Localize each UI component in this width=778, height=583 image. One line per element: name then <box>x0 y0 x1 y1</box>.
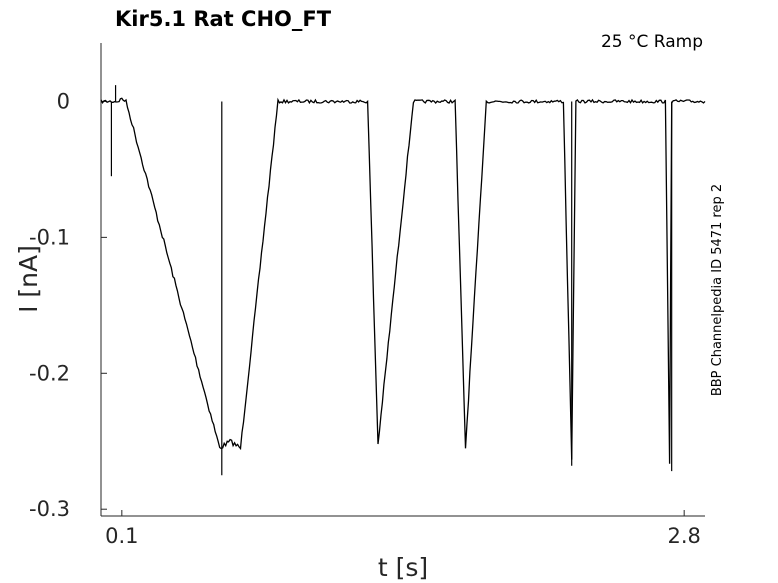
x-tick-label: 2.8 <box>667 524 700 548</box>
chart-title: Kir5.1 Rat CHO_FT <box>115 7 332 31</box>
y-tick-label: -0.1 <box>29 225 70 249</box>
side-label: BBP Channelpedia ID 5471 rep 2 <box>710 184 725 396</box>
y-axis-label: I [nA] <box>14 245 43 313</box>
series-group <box>100 85 706 476</box>
x-axis-label: t [s] <box>378 553 428 582</box>
y-tick-label: -0.2 <box>29 361 70 385</box>
y-tick-label: 0 <box>57 89 70 113</box>
y-tick-label: -0.3 <box>29 497 70 521</box>
x-tick-label: 0.1 <box>105 524 138 548</box>
series-line <box>100 97 706 464</box>
chart-annotation: 25 °C Ramp <box>601 32 703 52</box>
plot-area: 0 -0.1 -0.2 -0.3 0.1 2.8 <box>29 43 706 548</box>
tick-group: 0 -0.1 -0.2 -0.3 0.1 2.8 <box>29 89 701 548</box>
